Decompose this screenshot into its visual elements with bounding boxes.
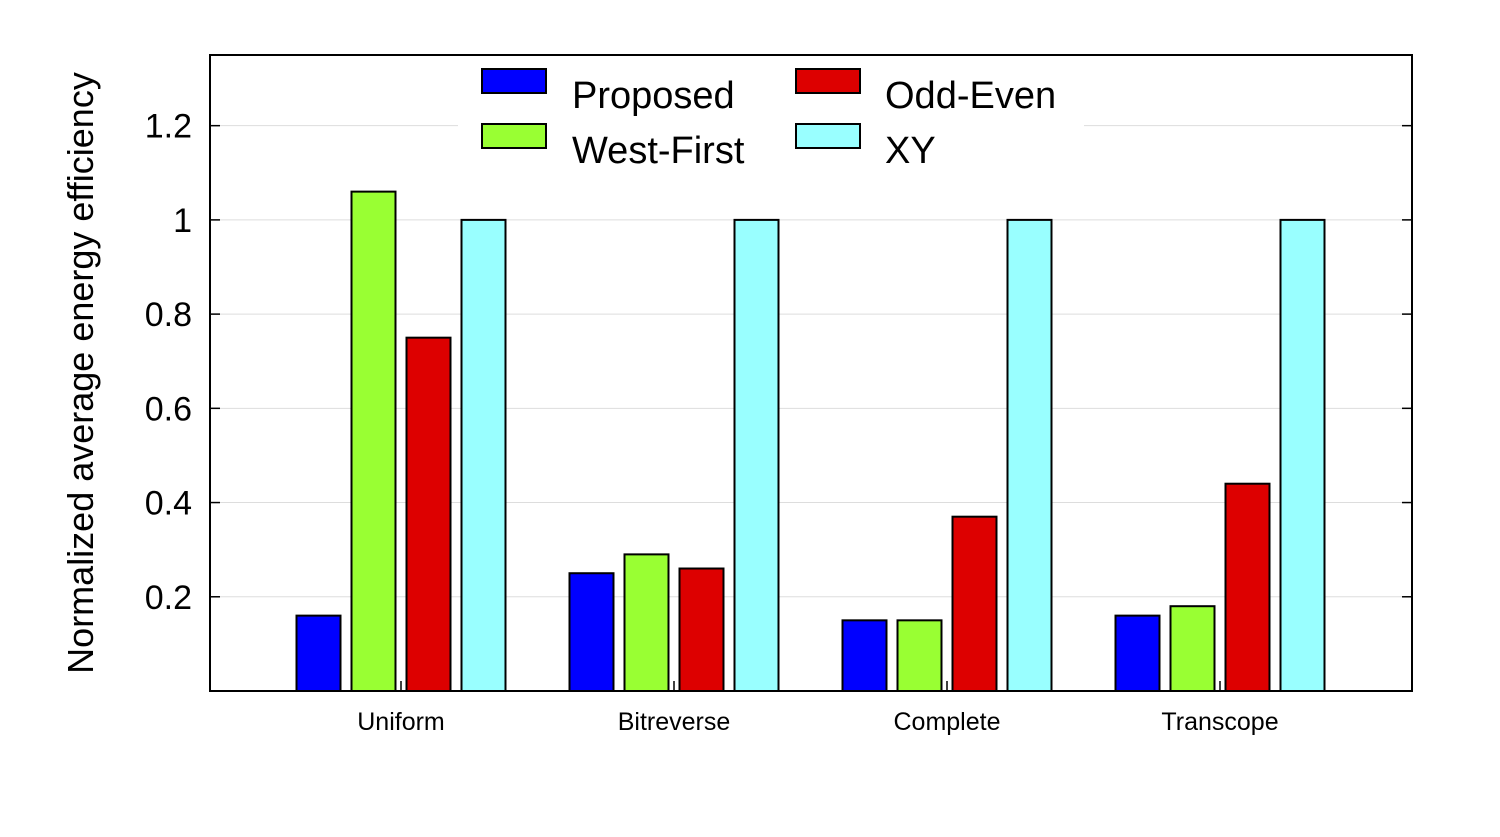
legend-swatch-xy xyxy=(795,123,861,149)
bar-west-first-uniform xyxy=(350,190,397,692)
y-tick-label: 0.4 xyxy=(145,485,192,523)
y-axis-ticks: 0.2 0.4 0.6 0.8 1 1.2 xyxy=(145,108,1412,617)
bar-west-first-bitreverse xyxy=(623,553,670,693)
x-category-label: Complete xyxy=(894,708,1001,736)
y-tick-label: 0.2 xyxy=(145,579,192,617)
legend-label-xy: XY xyxy=(885,130,936,172)
bar-xy-bitreverse xyxy=(733,218,780,692)
bar-odd-even-complete xyxy=(951,515,998,693)
bar-proposed-complete xyxy=(841,619,888,692)
y-tick-label: 0.6 xyxy=(145,390,192,428)
legend-swatch-odd-even xyxy=(795,68,861,94)
x-category-label: Transcope xyxy=(1161,708,1278,736)
x-category-label: Bitreverse xyxy=(618,708,731,736)
bar-west-first-complete xyxy=(896,619,943,692)
bar-proposed-bitreverse xyxy=(568,572,615,693)
bar-odd-even-uniform xyxy=(405,336,452,692)
bar-west-first-transcope xyxy=(1169,605,1216,693)
y-tick-label: 1 xyxy=(173,202,192,240)
y-tick-label: 0.8 xyxy=(145,296,192,334)
y-axis-label: Normalized average energy efficiency xyxy=(60,72,101,674)
x-category-label: Uniform xyxy=(357,708,445,736)
legend-label-west-first: West-First xyxy=(572,130,745,172)
y-tick-label: 1.2 xyxy=(145,108,192,146)
bar-xy-uniform xyxy=(460,218,507,692)
bar-odd-even-transcope xyxy=(1224,482,1271,693)
legend-swatch-proposed xyxy=(481,68,547,94)
bars xyxy=(295,190,1326,693)
legend-label-proposed: Proposed xyxy=(572,75,735,117)
legend: Proposed West-First Odd-Even XY xyxy=(458,60,1084,172)
bar-xy-complete xyxy=(1006,218,1053,692)
bar-xy-transcope xyxy=(1279,218,1326,692)
legend-label-odd-even: Odd-Even xyxy=(885,75,1056,117)
bar-odd-even-bitreverse xyxy=(678,567,725,692)
bar-proposed-transcope xyxy=(1114,614,1161,692)
legend-background xyxy=(458,60,1084,170)
legend-swatch-west-first xyxy=(481,123,547,149)
x-axis-categories: Uniform Bitreverse Complete Transcope xyxy=(357,681,1279,736)
bar-proposed-uniform xyxy=(295,614,342,692)
plot-frame xyxy=(209,54,1413,692)
